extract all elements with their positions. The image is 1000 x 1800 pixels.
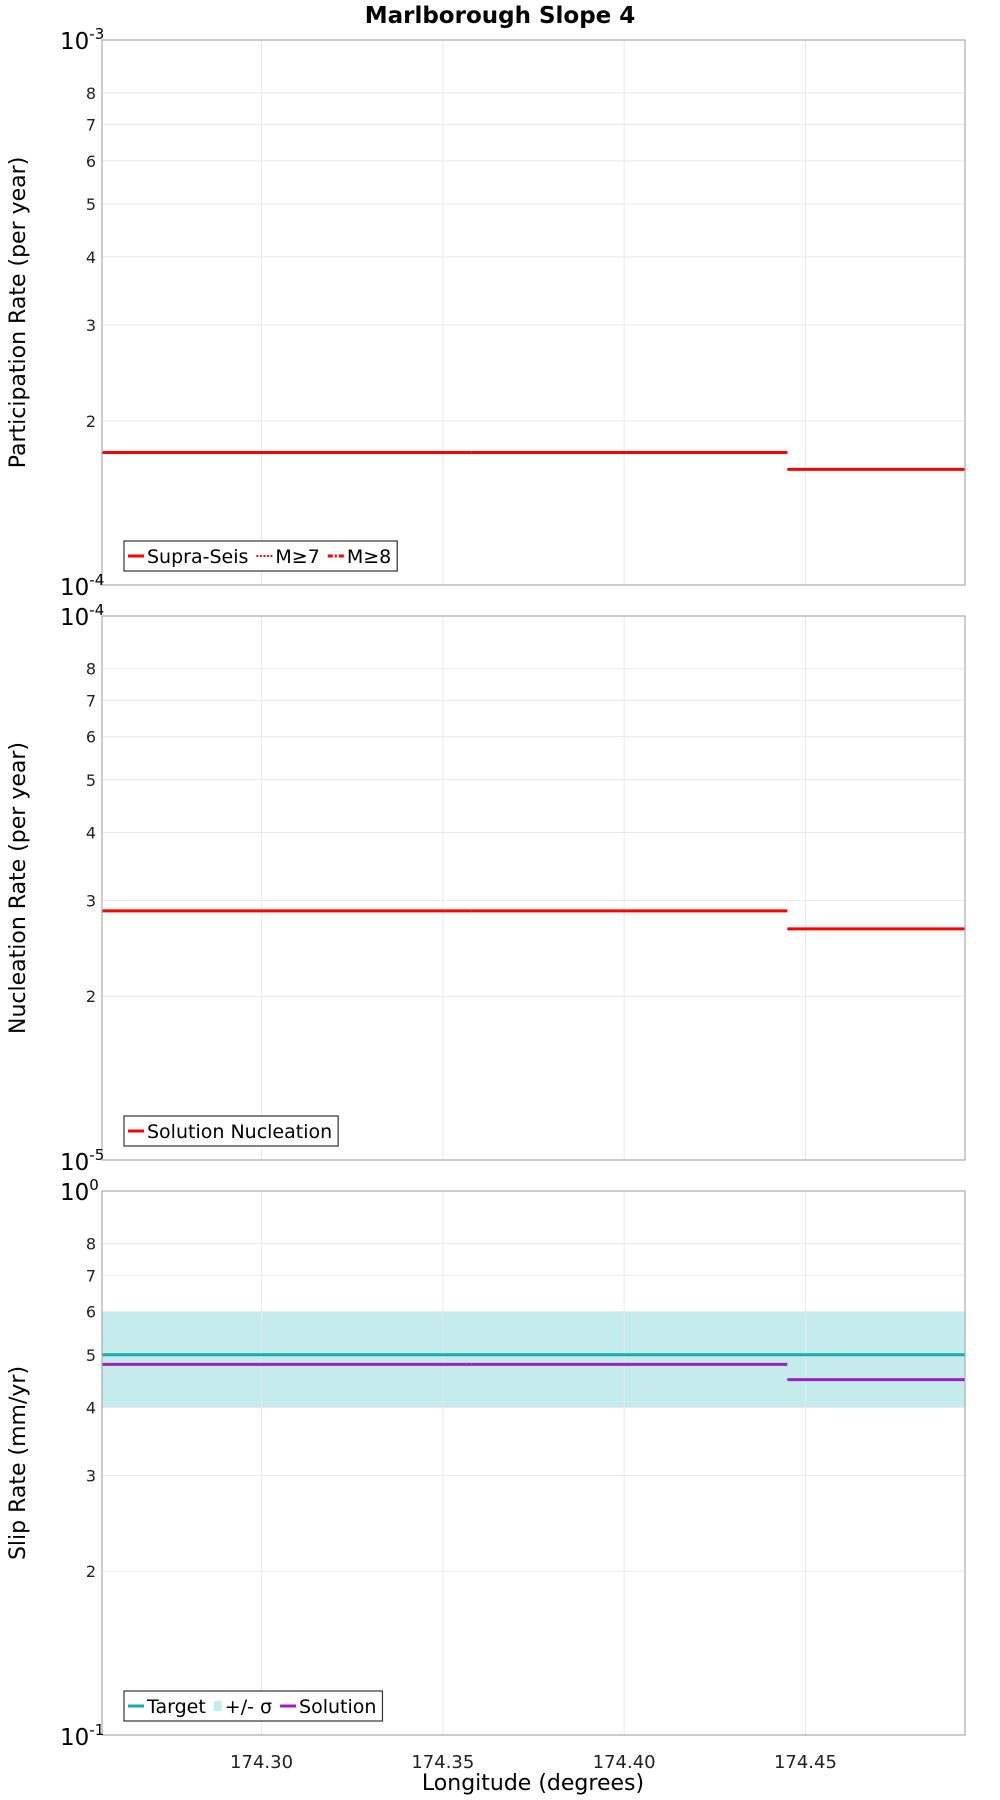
panel-3-y-decade-label: 10-1	[60, 1721, 104, 1751]
panel-3-legend-box	[123, 1690, 384, 1722]
panel-2-frame	[101, 615, 966, 1161]
panel-2-plot-area	[102, 616, 965, 1160]
panel-3-y-tick-label: 7	[86, 1266, 96, 1285]
panel-2-y-tick-label: 7	[86, 691, 96, 710]
panel-3-legend-swatch	[213, 1701, 222, 1711]
panel-3-legend-label: Target	[146, 1696, 206, 1718]
panel-3-y-decade-label: 100	[60, 1176, 99, 1206]
panel-3-y-tick-label: 8	[86, 1235, 96, 1254]
panel-3-y-axis-label: Slip Rate (mm/yr)	[6, 1366, 31, 1560]
panel-1-y-tick-label: 4	[86, 248, 96, 267]
panel-1-y-tick-label: 7	[86, 115, 96, 134]
x-tick-label: 174.35	[411, 1752, 474, 1773]
panel-2-y-tick-label: 8	[86, 660, 96, 679]
chart-title: Marlborough Slope 4	[365, 3, 636, 29]
panel-1-y-axis-label: Participation Rate (per year)	[6, 157, 31, 469]
panel-3-y-tick-label: 6	[86, 1303, 96, 1322]
panel-1-y-decade-label: 10-3	[60, 25, 104, 55]
panel-2-legend-box	[123, 1115, 339, 1147]
panel-3-legend-label: +/- σ	[225, 1696, 272, 1718]
x-tick-label: 174.40	[593, 1752, 656, 1773]
panel-2-y-tick-label: 2	[86, 987, 96, 1006]
panel-2-y-axis-label: Nucleation Rate (per year)	[6, 742, 31, 1034]
panel-2-y-tick-label: 6	[86, 728, 96, 747]
panel-2-legend-label: Solution Nucleation	[147, 1121, 332, 1143]
panel-1-legend-label: Supra-Seis	[147, 546, 248, 568]
panel-2-y-tick-label: 5	[86, 771, 96, 790]
x-tick-label: 174.30	[230, 1752, 293, 1773]
panel-1-y-tick-label: 3	[86, 316, 96, 335]
panel-1-y-tick-label: 8	[86, 84, 96, 103]
panel-3-y-tick-label: 4	[86, 1398, 96, 1417]
panel-3-y-tick-label: 5	[86, 1346, 96, 1365]
panel-1-frame	[101, 39, 966, 586]
panel-1-y-tick-label: 5	[86, 195, 96, 214]
panel-1-plot-area	[102, 40, 965, 585]
panel-1-y-tick-label: 6	[86, 152, 96, 171]
panel-3-y-tick-label: 3	[86, 1466, 96, 1485]
panel-2-y-tick-label: 4	[86, 823, 96, 842]
panel-3-frame	[101, 1190, 966, 1736]
panel-1-legend-label: M≥7	[275, 546, 319, 568]
panel-1-legend-label: M≥8	[347, 546, 391, 568]
panel-1-y-tick-label: 2	[86, 412, 96, 431]
panel-3-plot-area	[102, 1191, 965, 1735]
panel-3-y-tick-label: 2	[86, 1562, 96, 1581]
x-tick-label: 174.45	[774, 1752, 837, 1773]
panel-3-legend-label: Solution	[299, 1696, 376, 1718]
panel-2-y-decade-label: 10-4	[60, 601, 104, 631]
x-axis-label: Longitude (degrees)	[422, 1771, 644, 1796]
panel-3-sigma-band	[102, 1311, 965, 1408]
panel-2-y-decade-label: 10-5	[60, 1146, 104, 1176]
panel-1-y-decade-label: 10-4	[60, 571, 104, 601]
panel-2-y-tick-label: 3	[86, 891, 96, 910]
